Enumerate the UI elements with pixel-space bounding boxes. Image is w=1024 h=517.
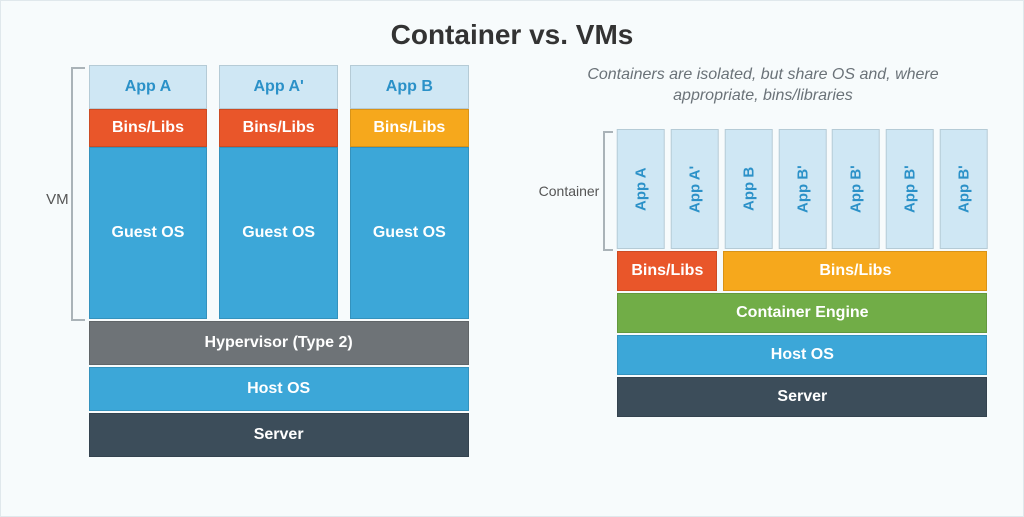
container-app-box: App B' [779,129,827,249]
vm-column: App A Bins/Libs Guest OS [89,65,208,319]
vm-column: App A' Bins/Libs Guest OS [219,65,338,319]
vm-host-box: Host OS [89,367,469,411]
container-bracket [603,131,613,251]
container-subtitle: Containers are isolated, but share OS an… [573,65,953,107]
vm-bracket [71,67,85,321]
vm-diagram: VM App A Bins/Libs Guest OS App A' Bins/… [37,65,469,457]
container-app-box: App B' [886,129,934,249]
container-app-box: App B' [940,129,988,249]
container-app-box: App B [725,129,773,249]
container-bins-box-b: Bins/Libs [723,251,987,291]
vm-bins-box: Bins/Libs [350,109,469,147]
container-host-box: Host OS [617,335,987,375]
vm-hypervisor-box: Hypervisor (Type 2) [89,321,469,365]
vm-server-box: Server [89,413,469,457]
vm-guest-box: Guest OS [350,147,469,319]
page-title: Container vs. VMs [1,1,1023,65]
vm-app-box: App A' [219,65,338,109]
container-bins-box-a: Bins/Libs [617,251,717,291]
container-engine-box: Container Engine [617,293,987,333]
container-app-box: App A [617,129,665,249]
vm-app-box: App B [350,65,469,109]
container-diagram: Containers are isolated, but share OS an… [539,65,988,457]
container-app-box: App A' [671,129,719,249]
container-side-label: Container [539,129,602,199]
vm-column: App B Bins/Libs Guest OS [350,65,469,319]
vm-app-box: App A [89,65,208,109]
vm-guest-box: Guest OS [89,147,208,319]
container-server-box: Server [617,377,987,417]
container-app-box: App B' [832,129,880,249]
diagram-wrap: VM App A Bins/Libs Guest OS App A' Bins/… [1,65,1023,457]
vm-guest-box: Guest OS [219,147,338,319]
vm-side-label: VM [37,65,71,208]
vm-bins-box: Bins/Libs [89,109,208,147]
vm-bins-box: Bins/Libs [219,109,338,147]
